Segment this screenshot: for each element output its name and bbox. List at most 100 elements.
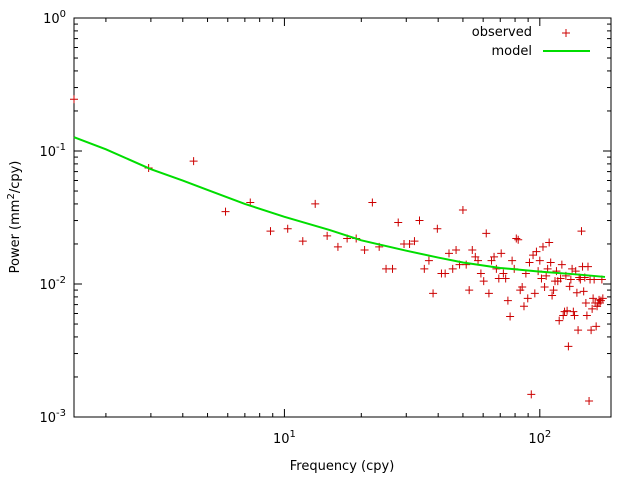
observed-point [529, 251, 538, 260]
y-tick-label: 10-3 [39, 408, 66, 426]
observed-point [565, 282, 574, 291]
observed-point [532, 247, 541, 256]
observed-point [572, 288, 581, 297]
observed-point [283, 224, 292, 233]
y-axis-label-part1: Power (mm [8, 200, 23, 274]
observed-point [556, 274, 565, 283]
x-tick-label: 102 [528, 429, 551, 447]
observed-point [388, 264, 397, 273]
observed-point [589, 294, 598, 303]
observed-point [587, 326, 596, 335]
y-tick-label: 10-1 [39, 142, 66, 160]
observed-point [333, 242, 342, 251]
observed-point [415, 216, 424, 225]
observed-point [476, 269, 485, 278]
observed-point [452, 246, 461, 255]
observed-point [429, 289, 438, 298]
observed-point [501, 274, 510, 283]
observed-point [298, 237, 307, 246]
observed-point [405, 239, 414, 248]
observed-point [559, 311, 568, 320]
observed-point [311, 199, 320, 208]
y-axis-label-part2: /cpy) [8, 161, 23, 194]
observed-point [433, 224, 442, 233]
observed-point [512, 234, 521, 243]
observed-point [582, 311, 591, 320]
x-tick-label: 101 [273, 429, 296, 447]
observed-point [468, 246, 477, 255]
observed-point [542, 271, 551, 280]
tick-labels: 101 102 10-3 10-2 10-1 100 [39, 9, 551, 447]
plot-area [70, 95, 607, 405]
legend-label-observed: observed [472, 25, 532, 40]
observed-point [492, 264, 501, 273]
y-tick-label: 10-2 [39, 275, 66, 293]
legend-label-model: model [492, 44, 532, 59]
observed-point [482, 229, 491, 238]
observed-point [563, 306, 572, 315]
observed-point [549, 286, 558, 295]
y-axis-label: Power (mm2/cpy) [6, 161, 23, 274]
y-axis-label-exponent: 2 [6, 193, 17, 199]
observed-point [266, 227, 275, 236]
observed-point [585, 396, 594, 405]
observed-point [564, 342, 573, 351]
observed-point [394, 218, 403, 227]
observed-point [538, 242, 547, 251]
observed-point [484, 289, 493, 298]
observed-point [518, 282, 527, 291]
observed-point [508, 256, 517, 265]
observed-point [445, 249, 454, 258]
observed-point [555, 316, 564, 325]
observed-point [474, 256, 483, 265]
observed-point [462, 260, 471, 269]
observed-point [581, 298, 590, 307]
legend-marker-observed [562, 29, 570, 37]
observed-point [598, 294, 607, 303]
observed-point [494, 274, 503, 283]
observed-point [545, 238, 554, 247]
legend: observed model [472, 25, 590, 59]
plot-frame [73, 17, 612, 418]
observed-point [490, 252, 499, 261]
observed-point [557, 260, 566, 269]
y-tick-label: 100 [43, 9, 66, 27]
observed-point [546, 258, 555, 267]
observed-point [540, 282, 549, 291]
observed-point [506, 312, 515, 321]
observed-point [441, 269, 450, 278]
observed-point [519, 302, 528, 311]
observed-point [360, 246, 369, 255]
axis-ticks [74, 17, 611, 418]
observed-point [570, 311, 579, 320]
observed-point [221, 207, 230, 216]
observed-point [574, 326, 583, 335]
observed-point [588, 304, 597, 313]
observed-point [410, 237, 419, 246]
observed-point [503, 296, 512, 305]
observed-point [568, 264, 577, 273]
observed-point [499, 269, 508, 278]
observed-point [424, 256, 433, 265]
observed-point [577, 227, 586, 236]
observed-point [525, 258, 534, 267]
observed-point [497, 249, 506, 258]
observed-point [583, 262, 592, 271]
observed-point [523, 294, 532, 303]
observed-point [465, 286, 474, 295]
observed-point [368, 198, 377, 207]
observed-point [548, 291, 557, 300]
observed-point [514, 235, 523, 244]
observed-point [569, 307, 578, 316]
observed-point [479, 277, 488, 286]
observed-point [530, 289, 539, 298]
observed-point [535, 256, 544, 265]
observed-point [576, 275, 585, 284]
observed-point [70, 95, 78, 104]
observed-point [458, 206, 467, 215]
model-line [73, 136, 606, 278]
observed-point [592, 322, 601, 331]
observed-point [420, 264, 429, 273]
observed-point [323, 231, 332, 240]
